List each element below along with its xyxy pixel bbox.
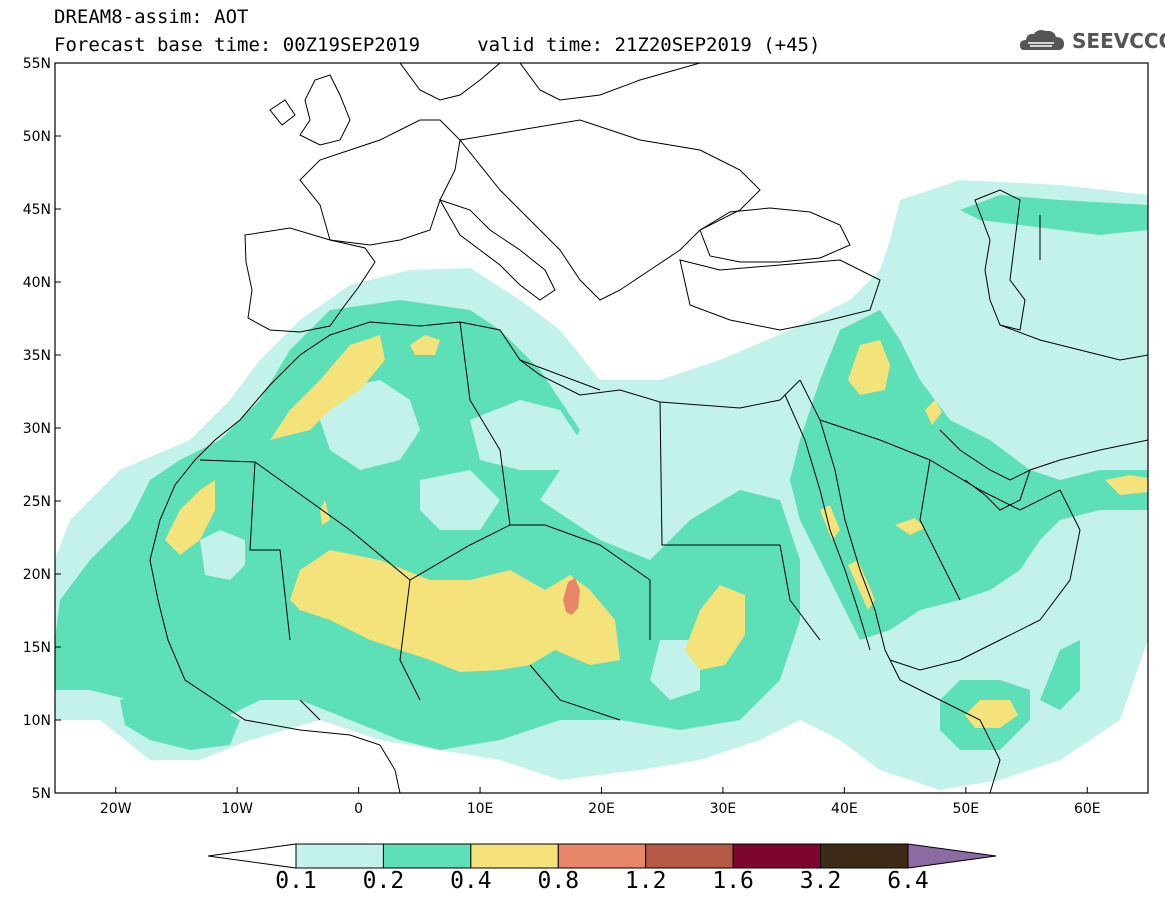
colorbar-swatch: [557, 843, 647, 869]
logo-text: SEEVCCC: [1072, 29, 1165, 53]
colorbar-level-label: 1.2: [624, 868, 667, 894]
colorbar-swatch: [820, 843, 909, 869]
colorbar: [207, 843, 997, 869]
coastlines-borders: [149, 63, 1148, 793]
lon-tick-label: 10E: [467, 801, 494, 817]
lon-tick-label: 50E: [952, 801, 979, 817]
lat-axis: 5N 10N 15N 20N 25N 30N 35N 40N 45N 50N 55N: [23, 56, 61, 802]
colorbar-level-label: 0.4: [450, 868, 492, 894]
lat-tick-label: 25N: [23, 494, 51, 510]
colorbar-swatch: [382, 843, 472, 869]
lat-tick-label: 15N: [23, 640, 51, 656]
aot-band-0.1-0.2-holes: [200, 380, 700, 700]
lat-tick-label: 40N: [23, 275, 51, 291]
forecast-time-line: Forecast base time: 00Z19SEP2019 valid t…: [54, 34, 821, 56]
colorbar-level-label: 0.8: [537, 868, 580, 894]
colorbar-swatch: [645, 843, 734, 869]
lat-tick-label: 45N: [23, 202, 51, 218]
colorbar-swatch: [295, 843, 384, 869]
colorbar-level-label: 3.2: [799, 868, 842, 894]
lat-tick-label: 55N: [23, 56, 51, 72]
lat-tick-label: 10N: [23, 713, 51, 729]
lat-tick-label: 5N: [32, 786, 51, 802]
lat-tick-label: 20N: [23, 567, 51, 583]
colorbar-level-label: 0.2: [362, 868, 405, 894]
aot-field: [55, 180, 1148, 790]
lon-tick-label: 40E: [831, 801, 858, 817]
colorbar-over-triangle: [907, 843, 997, 869]
lon-tick-label: 10W: [221, 801, 253, 817]
lon-axis: 20W 10W 0 10E 20E 30E 40E 50E 60E: [100, 787, 1101, 817]
colorbar-level-label: 0.1: [275, 868, 317, 894]
lon-tick-label: 0: [354, 801, 363, 817]
colorbar-level-label: 6.4: [887, 868, 929, 894]
lon-tick-label: 60E: [1074, 801, 1101, 817]
lat-tick-label: 35N: [23, 348, 51, 364]
lat-tick-label: 30N: [23, 421, 51, 437]
aot-band-0.4-0.8: [165, 335, 1148, 728]
colorbar-level-label: 1.6: [712, 868, 754, 894]
cloud-icon: [1020, 30, 1064, 50]
lon-tick-label: 20E: [588, 801, 615, 817]
colorbar-swatch: [470, 843, 559, 869]
map-title: DREAM8-assim: AOT: [54, 6, 249, 28]
colorbar-under-triangle: [207, 843, 297, 869]
colorbar-swatch: [732, 843, 822, 869]
lon-tick-label: 30E: [710, 801, 737, 817]
lon-tick-label: 20W: [100, 801, 132, 817]
aot-band-1.2-1.6: [563, 578, 580, 615]
lat-tick-label: 50N: [23, 129, 51, 145]
